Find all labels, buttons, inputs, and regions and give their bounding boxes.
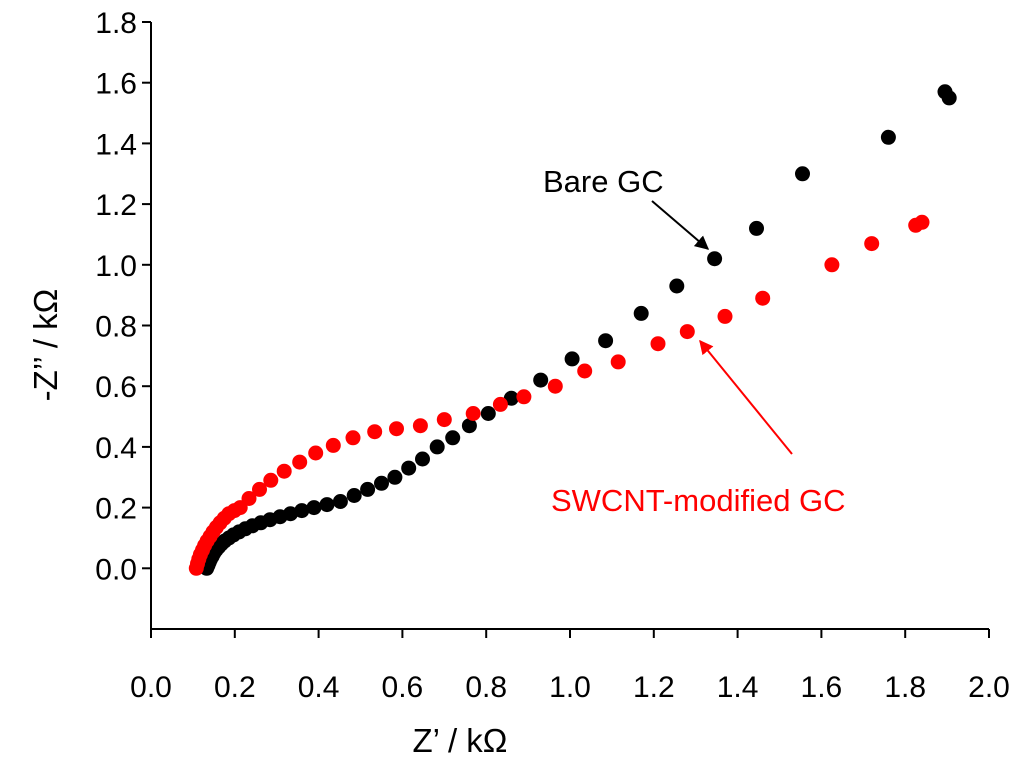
annotation-swcnt-gc-arrow <box>699 339 793 455</box>
x-tick-label: 1.0 <box>549 671 591 704</box>
y-tick-label: 0.0 <box>95 553 137 586</box>
data-point <box>914 214 930 230</box>
x-tick-label: 1.4 <box>717 671 759 704</box>
y-tick-label: 0.8 <box>95 311 137 344</box>
data-point <box>346 488 362 503</box>
data-point <box>345 430 361 446</box>
y-tick-label: 1.2 <box>95 189 137 222</box>
data-point <box>516 389 532 405</box>
data-points <box>188 84 957 576</box>
data-point <box>669 278 685 294</box>
data-point <box>241 491 257 506</box>
data-point <box>547 378 563 394</box>
y-tick-label: 1.8 <box>95 7 137 40</box>
data-point <box>367 424 383 440</box>
annotation-bare-gc: Bare GC <box>543 164 664 199</box>
data-point <box>650 336 666 352</box>
annotation-swcnt-gc: SWCNT-modified GC <box>551 483 846 518</box>
data-point <box>429 439 445 455</box>
y-tick-label: 0.4 <box>95 432 137 465</box>
data-point <box>533 372 549 388</box>
data-point <box>283 506 298 522</box>
data-point <box>387 469 403 485</box>
data-point <box>749 220 764 236</box>
data-point <box>755 290 771 306</box>
axes <box>142 21 990 638</box>
x-axis-title: Z’ / kΩ <box>413 722 508 759</box>
x-tick-label: 0.2 <box>214 671 256 704</box>
data-point <box>941 90 957 106</box>
y-tick-label: 1.4 <box>95 128 137 161</box>
y-tick-label: 0.2 <box>95 493 137 526</box>
x-tick-label: 1.2 <box>633 671 675 704</box>
data-point <box>415 451 430 467</box>
y-tick-label: 1.0 <box>95 250 137 283</box>
data-point <box>480 406 496 421</box>
data-point <box>445 430 461 446</box>
series-swcnt-modified-gc <box>188 214 930 576</box>
data-point <box>263 472 279 488</box>
x-tick-label: 1.8 <box>884 671 926 704</box>
data-point <box>577 363 593 379</box>
x-tick-label: 0.4 <box>298 671 340 704</box>
y-tick-label: 0.6 <box>95 371 137 404</box>
data-point <box>707 251 723 267</box>
data-point <box>610 354 626 370</box>
x-tick-label: 0.8 <box>465 671 507 704</box>
y-axis-title: -Z’’ / kΩ <box>27 289 64 402</box>
data-point <box>717 308 733 324</box>
data-point <box>598 333 614 349</box>
data-point <box>679 324 695 340</box>
data-point <box>564 351 580 367</box>
data-point <box>436 412 452 428</box>
data-point <box>319 497 335 513</box>
data-point <box>252 481 267 497</box>
data-point <box>880 129 896 145</box>
annotation-bare-gc-arrow <box>651 200 710 250</box>
data-point <box>374 475 389 491</box>
data-point <box>389 421 404 437</box>
data-point <box>461 418 477 434</box>
data-point <box>503 390 519 406</box>
data-point <box>306 500 322 516</box>
x-tick-label: 0.6 <box>382 671 424 704</box>
data-point <box>401 460 417 476</box>
data-point <box>824 257 840 273</box>
data-point <box>294 503 310 519</box>
data-point <box>633 305 649 321</box>
data-point <box>465 406 481 421</box>
data-point <box>492 396 508 412</box>
x-tick-label: 0.0 <box>130 671 172 704</box>
tick-labels: 0.0 0.2 0.4 0.6 0.8 1.0 1.2 1.4 1.6 1.8 2.0 0.0 0.2 0… <box>95 7 1010 704</box>
x-tick-label: 2.0 <box>968 671 1010 704</box>
data-point <box>864 236 880 252</box>
data-point <box>332 494 348 509</box>
data-point <box>795 166 810 182</box>
y-tick-label: 1.6 <box>95 68 137 101</box>
data-point <box>360 481 376 497</box>
data-point <box>412 418 428 434</box>
data-point <box>292 454 308 470</box>
data-point <box>276 463 292 479</box>
data-point <box>325 437 341 453</box>
x-tick-label: 1.6 <box>801 671 843 704</box>
data-point <box>308 445 324 461</box>
series-bare-gc <box>199 84 957 576</box>
